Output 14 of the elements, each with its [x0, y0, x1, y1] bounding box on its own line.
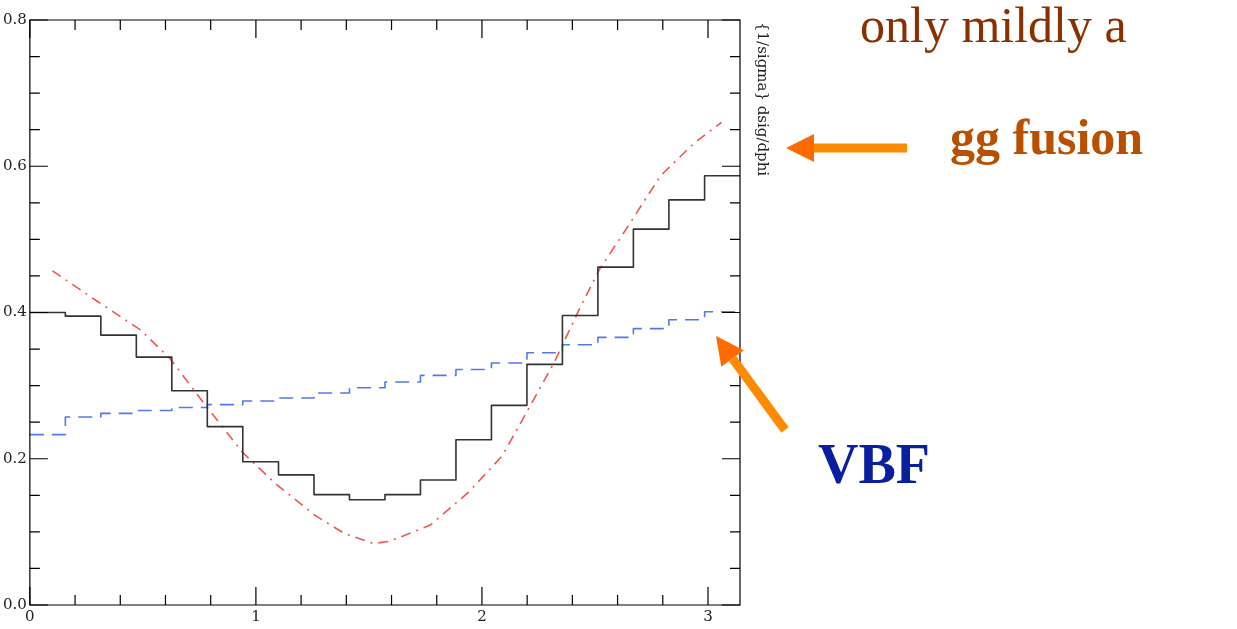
y-axis-title: {1/sigma} dsig/dphi: [754, 22, 772, 177]
line-series: [51, 121, 723, 545]
y-tick-label: 0.4: [3, 302, 27, 321]
x-tick-label: 1: [251, 606, 261, 625]
text: VBF: [818, 432, 930, 496]
y-tick-label: 0.2: [3, 448, 27, 467]
y-tick-label: 0.8: [3, 9, 27, 28]
text: gg fusion: [950, 108, 1144, 166]
text: only mildly a: [860, 0, 1127, 54]
y-tick-label: 0.6: [3, 156, 27, 175]
x-tick-label: 3: [703, 606, 713, 625]
y-tick-label: 0.0: [3, 594, 27, 613]
x-tick-label: 2: [477, 606, 487, 625]
x-tick-label: 0: [25, 606, 35, 625]
